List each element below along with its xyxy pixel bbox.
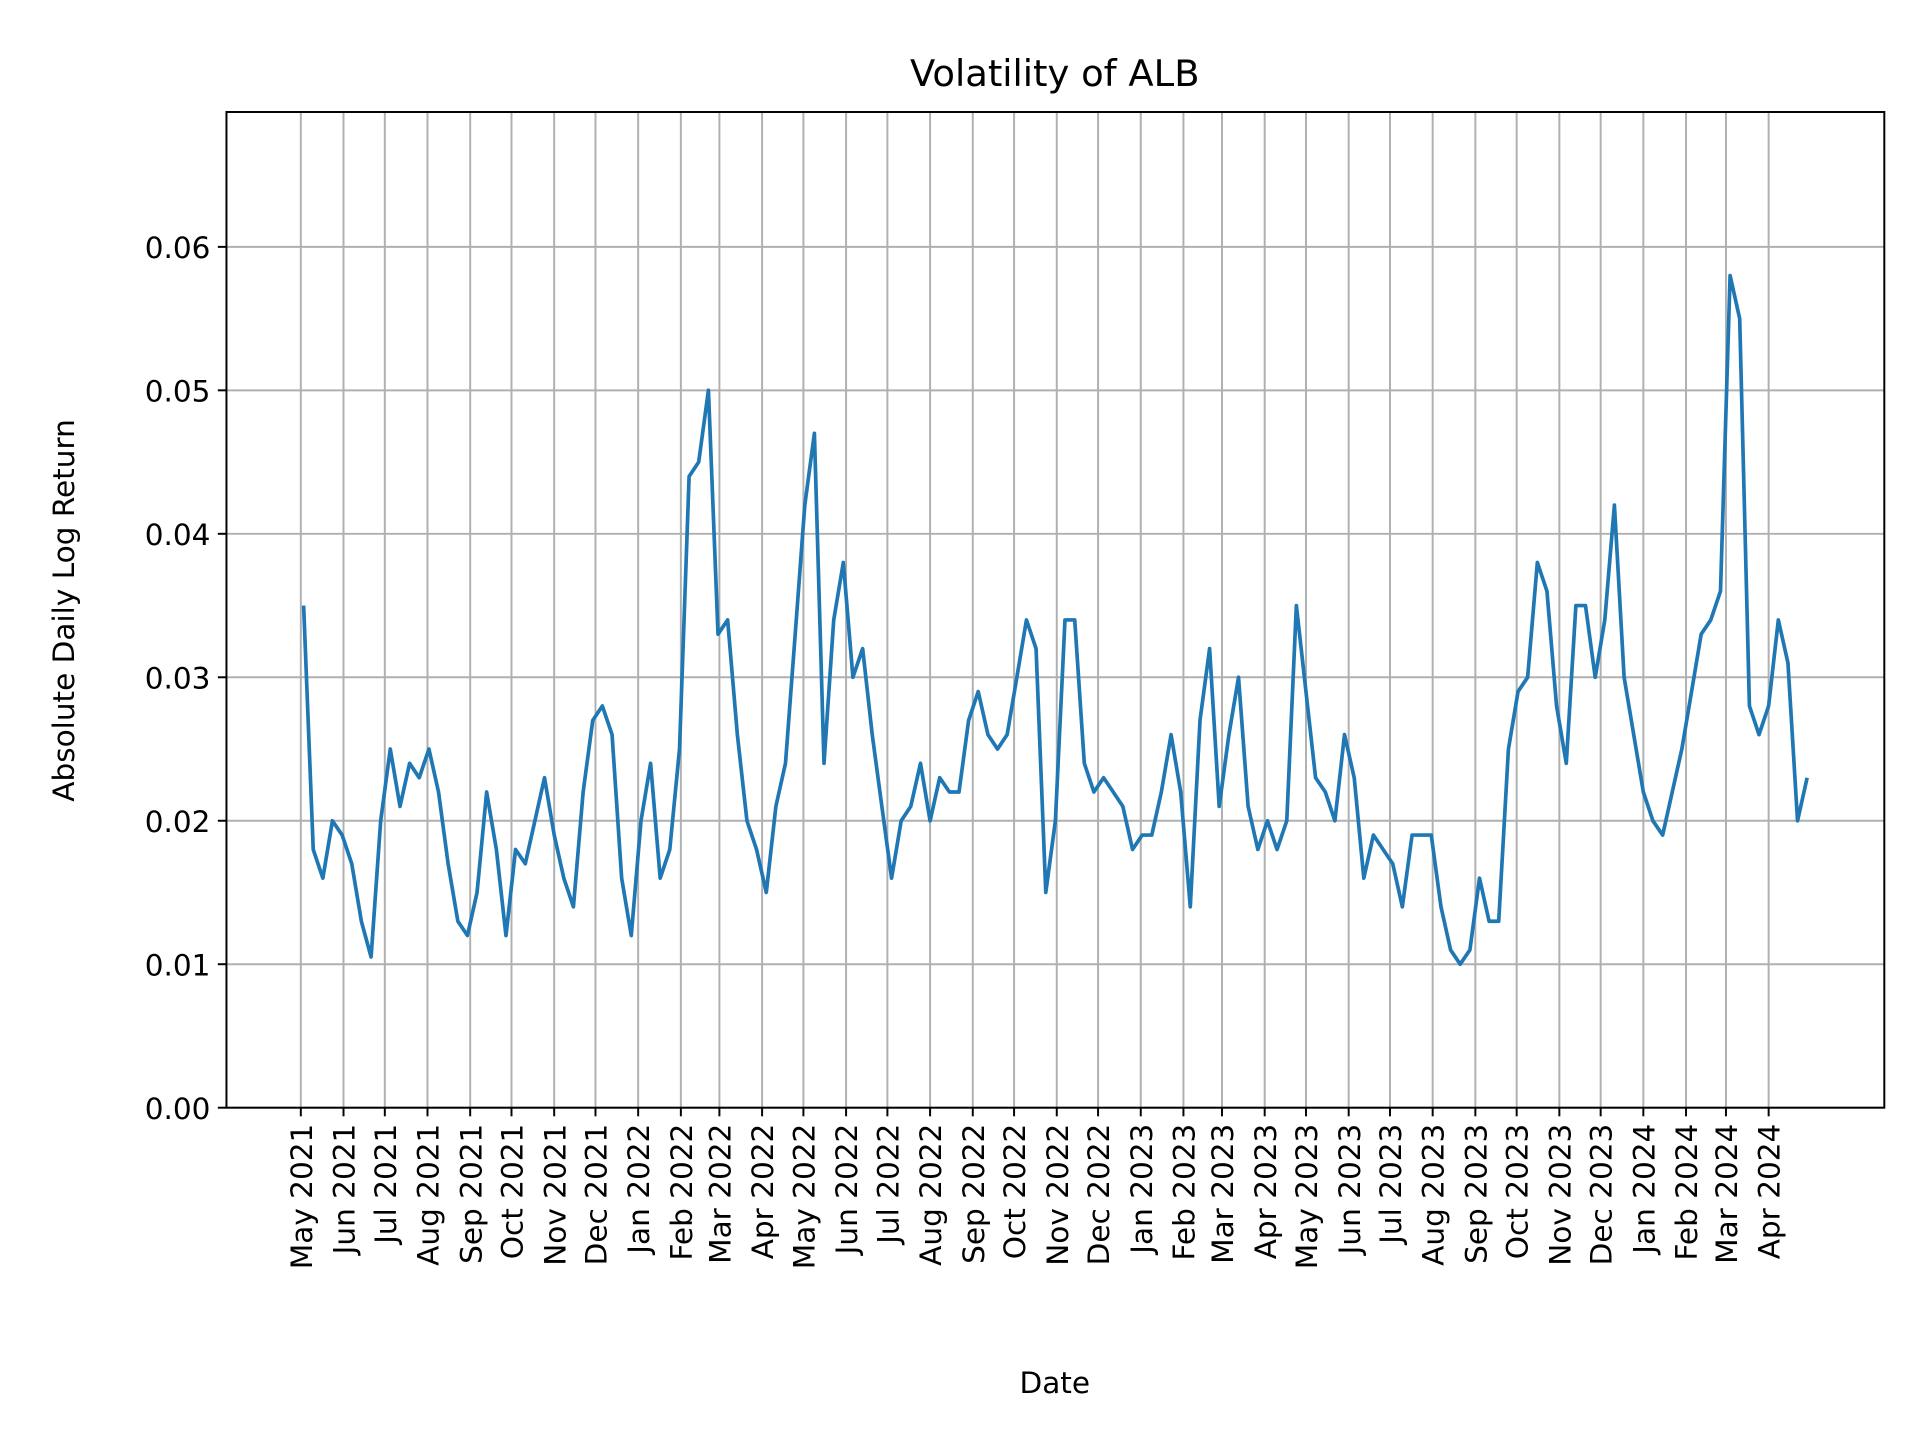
x-tick-label: Feb 2022	[665, 1124, 699, 1261]
x-tick-label: Feb 2024	[1670, 1124, 1704, 1261]
x-tick-label: Jul 2022	[871, 1124, 905, 1246]
x-tick-label: Aug 2022	[914, 1124, 948, 1266]
x-tick-label: Dec 2021	[580, 1124, 614, 1266]
x-tick-label: Nov 2021	[538, 1124, 572, 1266]
y-tick-label: 0.04	[145, 518, 211, 552]
x-tick-label: Feb 2023	[1168, 1124, 1202, 1261]
x-tick-label: Aug 2023	[1417, 1124, 1451, 1266]
x-tick-label: Oct 2021	[496, 1124, 530, 1260]
x-tick-label: Jul 2021	[369, 1124, 403, 1246]
x-tick-label: May 2021	[285, 1124, 319, 1270]
x-tick-label: May 2023	[1290, 1124, 1324, 1270]
x-tick-label: Jan 2023	[1125, 1124, 1159, 1256]
x-tick-label: Sep 2023	[1459, 1124, 1493, 1264]
x-axis: May 2021 Jun 2021 Jul 2021 Aug 2021 Sep 2021…	[285, 1107, 1787, 1270]
y-tick-label: 0.02	[145, 805, 211, 839]
x-tick-label: Apr 2022	[746, 1124, 780, 1260]
x-tick-label: Oct 2022	[998, 1124, 1032, 1260]
x-tick-label: Apr 2024	[1753, 1124, 1787, 1260]
y-tick-label: 0.05	[145, 374, 211, 408]
x-tick-label: Nov 2023	[1543, 1124, 1577, 1266]
x-tick-label: Nov 2022	[1041, 1124, 1075, 1266]
series-line	[301, 273, 1809, 967]
x-tick-label: Jul 2023	[1374, 1124, 1408, 1246]
y-tick-label: 0.06	[145, 231, 211, 265]
x-tick-label: Jan 2022	[622, 1124, 656, 1256]
x-tick-label: Jun 2023	[1333, 1124, 1367, 1257]
x-tick-label: Mar 2022	[703, 1124, 737, 1264]
x-tick-label: Jun 2022	[830, 1124, 864, 1257]
x-tick-label: Dec 2022	[1082, 1124, 1116, 1266]
x-tick-label: Mar 2023	[1206, 1124, 1240, 1264]
x-tick-label: Aug 2021	[412, 1124, 446, 1266]
y-tick-label: 0.00	[145, 1092, 211, 1126]
x-tick-label: Jan 2024	[1627, 1124, 1661, 1256]
x-axis-label: Date	[1019, 1366, 1090, 1400]
x-tick-label: Dec 2023	[1585, 1124, 1619, 1266]
x-tick-label: Sep 2022	[957, 1124, 991, 1264]
y-tick-label: 0.01	[145, 948, 211, 982]
x-tick-label: Sep 2021	[454, 1124, 488, 1264]
x-tick-label: May 2022	[787, 1124, 821, 1270]
x-tick-label: Jun 2021	[328, 1124, 362, 1257]
x-tick-label: Apr 2023	[1249, 1124, 1283, 1260]
grid	[226, 112, 1885, 1109]
y-axis: 0.00 0.01 0.02 0.03 0.04 0.05 0.06	[145, 231, 227, 1126]
x-tick-label: Mar 2024	[1710, 1124, 1744, 1264]
chart-title: Volatility of ALB	[910, 52, 1200, 95]
x-tick-label: Oct 2023	[1501, 1124, 1535, 1260]
plot-frame	[225, 111, 1886, 1109]
y-tick-label: 0.03	[145, 661, 211, 695]
y-axis-label: Absolute Daily Log Return	[47, 419, 81, 802]
